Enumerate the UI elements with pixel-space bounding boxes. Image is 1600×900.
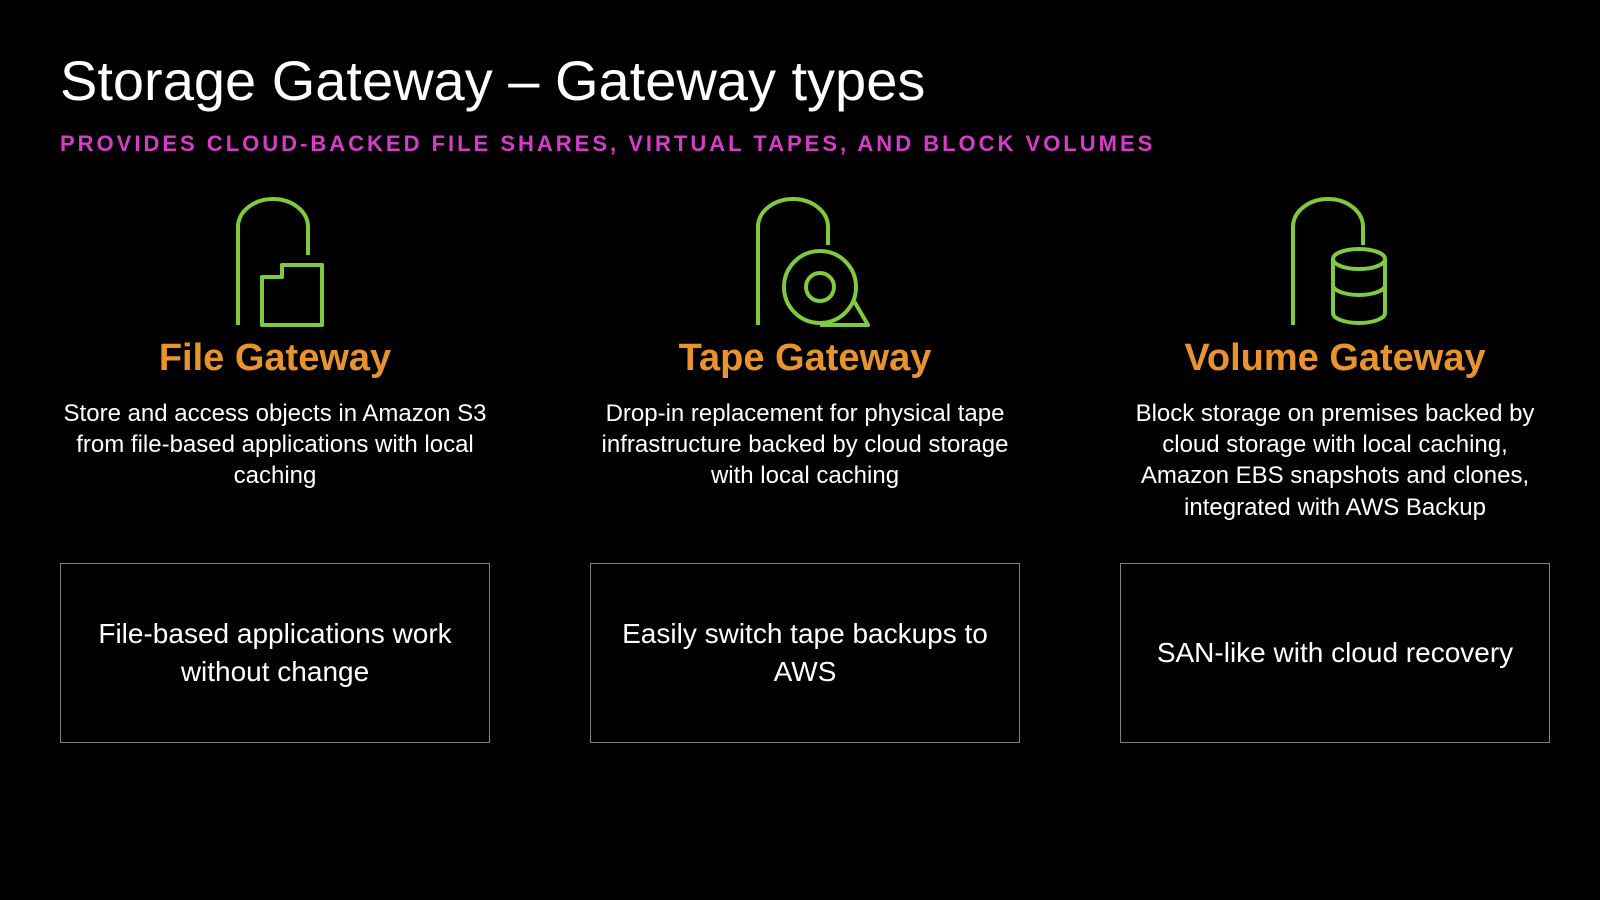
file-gateway-column: File Gateway Store and access objects in… bbox=[60, 197, 490, 743]
tape-gateway-tagline: Easily switch tape backups to AWS bbox=[590, 563, 1020, 743]
tape-gateway-column: Tape Gateway Drop-in replacement for phy… bbox=[590, 197, 1020, 743]
file-gateway-description: Store and access objects in Amazon S3 fr… bbox=[60, 398, 490, 563]
volume-gateway-icon bbox=[1275, 197, 1395, 327]
slide-subtitle: PROVIDES CLOUD-BACKED FILE SHARES, VIRTU… bbox=[60, 131, 1540, 157]
volume-gateway-column: Volume Gateway Block storage on premises… bbox=[1120, 197, 1550, 743]
file-gateway-tagline: File-based applications work without cha… bbox=[60, 563, 490, 743]
volume-gateway-description: Block storage on premises backed by clou… bbox=[1120, 398, 1550, 563]
volume-gateway-tagline: SAN-like with cloud recovery bbox=[1120, 563, 1550, 743]
gateway-columns: File Gateway Store and access objects in… bbox=[60, 197, 1540, 743]
file-gateway-icon bbox=[220, 197, 330, 327]
tape-gateway-icon bbox=[740, 197, 870, 327]
tape-gateway-name: Tape Gateway bbox=[679, 337, 932, 380]
slide-title: Storage Gateway – Gateway types bbox=[60, 48, 1540, 113]
tape-gateway-description: Drop-in replacement for physical tape in… bbox=[590, 398, 1020, 563]
volume-gateway-name: Volume Gateway bbox=[1184, 337, 1485, 380]
file-gateway-name: File Gateway bbox=[159, 337, 391, 380]
